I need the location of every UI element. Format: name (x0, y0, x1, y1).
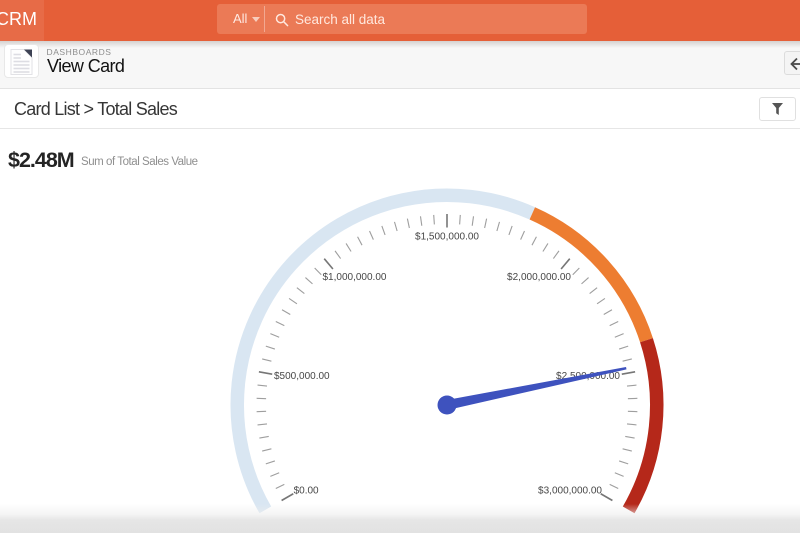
svg-text:$3,000,000.00: $3,000,000.00 (538, 485, 602, 496)
svg-text:$1,000,000.00: $1,000,000.00 (323, 272, 387, 283)
svg-text:$1,500,000.00: $1,500,000.00 (415, 231, 479, 242)
svg-text:$0.00: $0.00 (294, 485, 319, 496)
svg-text:$500,000.00: $500,000.00 (274, 371, 330, 382)
svg-text:$2,000,000.00: $2,000,000.00 (507, 272, 571, 283)
